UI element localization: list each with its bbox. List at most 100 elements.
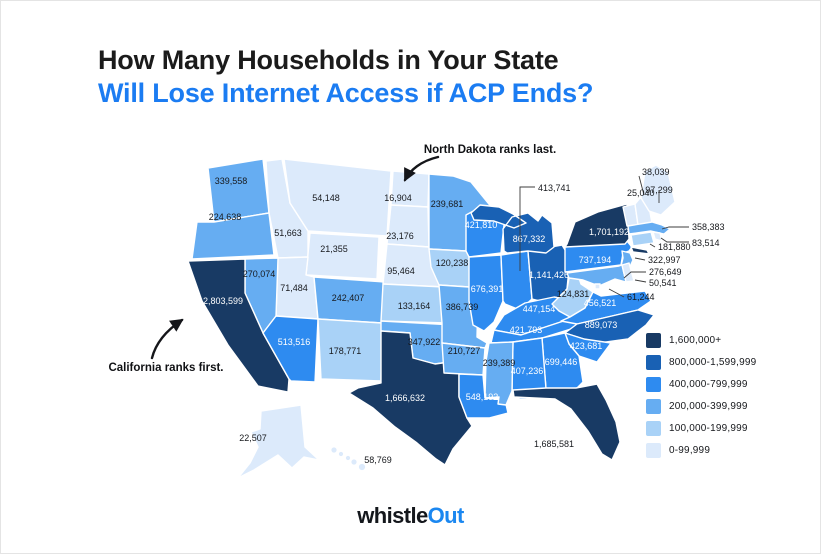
value-label-la: 548,192 xyxy=(466,392,499,402)
leader-line-de xyxy=(634,279,647,283)
value-label-nm: 178,771 xyxy=(329,346,362,356)
legend-label: 800,000-1,599,999 xyxy=(669,357,757,368)
value-label-nc: 889,073 xyxy=(585,320,618,330)
callout-value-md: 276,649 xyxy=(649,267,682,277)
legend-row: 0-99,999 xyxy=(646,443,756,458)
logo-text-black: whistle xyxy=(357,503,428,528)
value-label-or: 224,638 xyxy=(209,212,242,222)
page-title-line1: How Many Households in Your State xyxy=(98,45,559,75)
value-label-tn: 421,793 xyxy=(510,325,543,335)
state-rhode-island xyxy=(652,231,663,242)
callout-value-ma: 358,383 xyxy=(692,222,725,232)
value-label-mn: 239,681 xyxy=(431,199,464,209)
state-michigan xyxy=(470,204,555,254)
callout-value-labels: 413,741 38,039 25,040 358,383 83,514 181… xyxy=(538,167,725,302)
value-label-sd: 23,176 xyxy=(386,231,414,241)
legend-row: 400,000-799,999 xyxy=(646,377,756,392)
value-label-nv: 270,074 xyxy=(243,269,276,279)
value-label-ok: 347,922 xyxy=(408,337,441,347)
logo-text-blue: Out xyxy=(427,503,465,528)
legend-swatch-bright xyxy=(646,377,661,392)
value-label-nd: 16,904 xyxy=(384,193,412,203)
callout-value-de: 50,541 xyxy=(649,278,677,288)
annotation-layer: North Dakota ranks last. California rank… xyxy=(108,144,556,374)
legend-swatch-darkest xyxy=(646,333,661,348)
callout-value-vt: 25,040 xyxy=(627,188,655,198)
leader-line-dc xyxy=(608,288,625,298)
state-connecticut xyxy=(630,231,655,247)
state-hawaii xyxy=(330,446,366,471)
value-label-ny: 1,701,192 xyxy=(589,227,629,237)
value-label-fl: 1,685,581 xyxy=(534,439,574,449)
value-label-ky: 447,154 xyxy=(523,304,556,314)
whistleout-logo: whistleOut xyxy=(1,503,820,529)
value-label-tx: 1,666,632 xyxy=(385,393,425,403)
state-indiana xyxy=(500,250,533,311)
value-label-ne: 95,464 xyxy=(387,266,415,276)
callout-value-in: 413,741 xyxy=(538,183,571,193)
legend-label: 400,000-799,999 xyxy=(669,379,748,390)
leader-line-ma xyxy=(661,226,689,230)
callout-value-nj: 322,997 xyxy=(648,255,681,265)
value-label-pa: 737,194 xyxy=(579,255,612,265)
value-label-wy: 21,355 xyxy=(320,244,348,254)
callout-value-ri: 83,514 xyxy=(692,238,720,248)
state-florida xyxy=(512,383,621,461)
legend-swatch-lightest xyxy=(646,443,661,458)
value-label-ms: 239,389 xyxy=(483,358,516,368)
value-label-ar: 210,727 xyxy=(448,346,481,356)
state-texas xyxy=(348,330,473,466)
value-label-co: 242,407 xyxy=(332,293,365,303)
annotation-north-dakota: North Dakota ranks last. xyxy=(424,144,556,156)
value-label-id: 51,663 xyxy=(274,228,302,238)
state-oregon xyxy=(191,212,275,260)
value-label-mt: 54,148 xyxy=(312,193,340,203)
state-west-virginia xyxy=(551,272,594,318)
value-label-wv: 124,831 xyxy=(557,289,590,299)
state-montana xyxy=(283,158,392,237)
annotation-california: California ranks first. xyxy=(108,362,223,374)
leader-line-ct xyxy=(649,243,656,248)
value-label-ca: 2,803,599 xyxy=(203,296,243,306)
page-title-line2: Will Lose Internet Access if ACP Ends? xyxy=(98,78,594,108)
value-label-ak: 22,507 xyxy=(239,433,267,443)
state-maryland xyxy=(566,264,627,287)
state-massachusetts xyxy=(627,221,671,235)
state-california xyxy=(187,258,290,393)
value-label-va: 456,521 xyxy=(584,298,617,308)
value-label-wa: 339,558 xyxy=(215,176,248,186)
state-district-of-columbia xyxy=(594,283,601,290)
legend-row: 200,000-399,999 xyxy=(646,399,756,414)
value-label-al: 407,236 xyxy=(511,366,544,376)
callout-value-dc: 61,244 xyxy=(627,292,655,302)
state-maine xyxy=(640,164,676,216)
arrow-to-north-dakota-icon xyxy=(403,155,440,182)
state-mississippi xyxy=(484,341,514,406)
state-value-labels: 339,558 224,638 2,803,599 270,074 51,663… xyxy=(203,176,673,465)
state-alaska xyxy=(237,404,320,479)
legend-label: 1,600,000+ xyxy=(669,335,722,346)
legend-swatch-medium xyxy=(646,399,661,414)
leader-line-in xyxy=(519,186,535,271)
legend-label: 100,000-199,999 xyxy=(669,423,748,434)
legend-label: 0-99,999 xyxy=(669,445,711,456)
legend-row: 100,000-199,999 xyxy=(646,421,756,436)
legend-swatch-light xyxy=(646,421,661,436)
callout-leader-lines xyxy=(519,175,689,298)
leader-line-md xyxy=(623,271,646,279)
legend-label: 200,000-399,999 xyxy=(669,401,748,412)
callout-value-nh: 38,039 xyxy=(642,167,670,177)
legend-swatch-dark xyxy=(646,355,661,370)
state-shapes xyxy=(187,158,676,479)
arrow-to-california-icon xyxy=(150,318,184,360)
map-legend: 1,600,000+ 800,000-1,599,999 400,000-799… xyxy=(646,333,756,465)
value-label-wi: 421,810 xyxy=(465,220,498,230)
legend-row: 1,600,000+ xyxy=(646,333,756,348)
callout-value-ct: 181,880 xyxy=(658,242,691,252)
leader-line-ri xyxy=(660,237,689,243)
value-label-oh: 1,141,426 xyxy=(529,270,569,280)
state-idaho xyxy=(265,158,309,259)
value-label-ga: 699,446 xyxy=(545,357,578,367)
